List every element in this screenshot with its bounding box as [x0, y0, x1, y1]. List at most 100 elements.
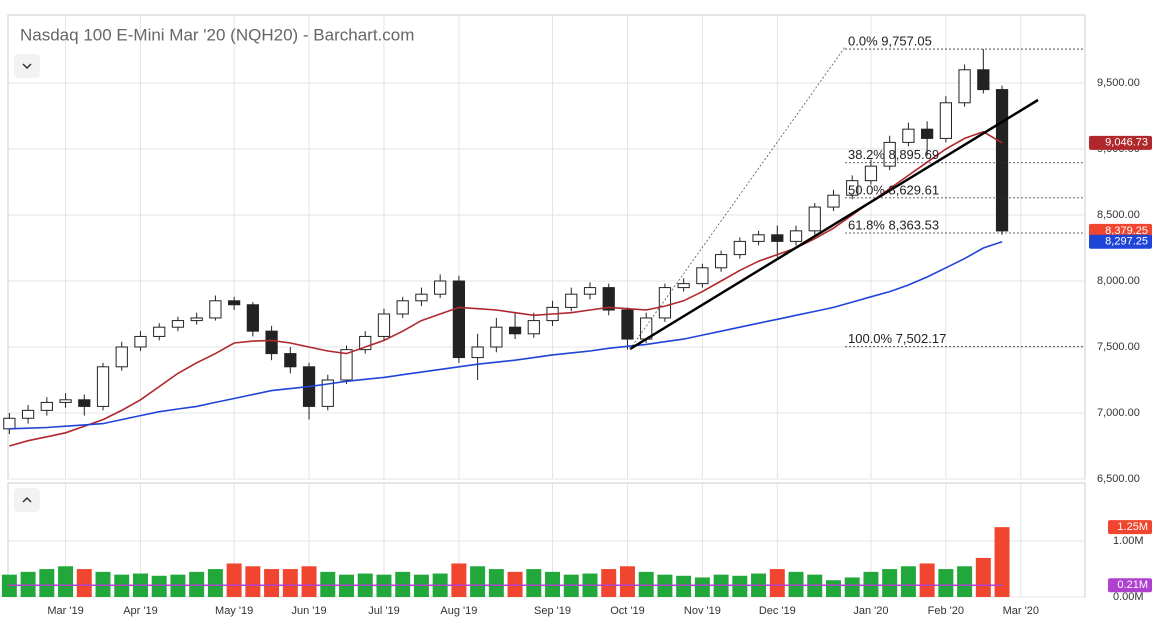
candle-body	[78, 399, 91, 407]
candle-body	[939, 102, 952, 139]
candle-body	[771, 234, 784, 242]
volume-bar	[788, 571, 804, 597]
candle-body	[228, 300, 241, 306]
y-tick-label: 6,500.00	[1097, 473, 1140, 485]
candle-body	[246, 304, 259, 332]
volume-bar	[769, 569, 785, 597]
candle-body	[21, 409, 35, 419]
y-tick-label: 8,500.00	[1097, 209, 1140, 221]
volume-bar	[488, 569, 504, 597]
volume-bar	[638, 571, 654, 597]
x-tick-label: Dec '19	[759, 605, 796, 617]
volume-bar	[395, 571, 411, 597]
fib-diagonal	[629, 46, 846, 350]
candle-body	[714, 254, 728, 269]
candle-body	[677, 283, 690, 289]
candle-body	[921, 128, 934, 139]
volume-bar	[151, 575, 167, 597]
volume-bar	[95, 571, 111, 597]
volume-bar	[601, 569, 617, 597]
candle-body	[902, 128, 915, 143]
last-value-box	[1108, 578, 1152, 593]
volume-bar	[207, 569, 223, 597]
last-value-label: 8,297.25	[1105, 236, 1148, 248]
last-value-label: 8,379.25	[1105, 225, 1148, 237]
volume-bar	[320, 571, 336, 597]
candle-body	[827, 194, 840, 208]
volume-bar	[994, 527, 1010, 597]
candle-body	[59, 399, 72, 403]
last-value-box	[1089, 234, 1152, 249]
candle-body	[321, 379, 334, 407]
volume-tick-label: 0.00M	[1113, 591, 1144, 603]
x-tick-label: Jan '20	[853, 605, 888, 617]
fib-level-label: 38.2% 8,895.69	[848, 147, 939, 162]
candle-body	[508, 326, 522, 335]
x-tick-label: Aug '19	[440, 605, 477, 617]
last-value-box	[1089, 223, 1152, 238]
candle-body	[190, 317, 203, 322]
candle-body	[658, 287, 672, 319]
volume-bar	[39, 569, 55, 597]
candle-body	[153, 326, 166, 337]
candle-body	[340, 349, 353, 381]
candle-body	[3, 417, 16, 430]
candle-body	[490, 326, 503, 348]
volume-bar	[882, 569, 898, 597]
last-value-label: 1.25M	[1117, 521, 1148, 533]
volume-bar	[451, 563, 467, 597]
candle-body	[415, 293, 428, 302]
volume-bar	[507, 571, 523, 597]
collapse-button[interactable]	[14, 54, 40, 78]
volume-bar	[526, 569, 542, 597]
volume-bar	[732, 575, 748, 597]
fib-level-label: 0.0% 9,757.05	[848, 33, 932, 48]
volume-bar	[264, 569, 280, 597]
volume-bar	[938, 569, 954, 597]
candle-body	[134, 335, 147, 348]
x-tick-label: Apr '19	[123, 605, 158, 617]
candle-body	[396, 300, 409, 315]
candle-body	[565, 293, 578, 308]
candle-body	[864, 165, 878, 182]
x-tick-label: Jun '19	[291, 605, 326, 617]
volume-bar	[919, 563, 935, 597]
volume-bar	[825, 580, 841, 597]
moving-average-line	[9, 241, 1003, 430]
candle-body	[527, 320, 540, 335]
volume-bar	[957, 566, 973, 597]
trendline	[629, 98, 1039, 351]
candle-body	[733, 240, 746, 256]
candle-body	[359, 335, 372, 351]
volume-bar	[470, 566, 486, 597]
last-value-label: 0.21M	[1117, 579, 1148, 591]
candle-body	[171, 320, 185, 328]
volume-bar	[694, 577, 710, 597]
candle-body	[209, 300, 222, 319]
candle-body	[583, 287, 597, 295]
grid	[8, 15, 1085, 598]
volume-tick-label: 1.00M	[1113, 535, 1144, 547]
volume-bar	[20, 571, 36, 597]
marks	[1, 49, 1010, 597]
candle-body	[808, 206, 821, 232]
candle-body	[452, 280, 466, 359]
candle-body	[752, 234, 765, 242]
y-tick-label: 9,500.00	[1097, 77, 1140, 89]
expand-button[interactable]	[14, 488, 40, 512]
candle-body	[602, 287, 615, 311]
candle-body	[284, 353, 297, 368]
y-tick-label: 7,000.00	[1097, 407, 1140, 419]
volume-bar	[226, 563, 242, 597]
fib-level-label: 61.8% 8,363.53	[848, 217, 939, 232]
x-tick-label: Mar '20	[1003, 605, 1039, 617]
x-tick-label: Feb '20	[928, 605, 964, 617]
volume-bar	[844, 577, 860, 597]
fib-level-label: 100.0% 7,502.17	[848, 331, 946, 346]
candle-body	[115, 346, 128, 368]
candle-body	[846, 180, 859, 196]
candle-body	[471, 346, 484, 359]
volume-bar	[676, 575, 692, 597]
volume-bar	[301, 566, 317, 597]
